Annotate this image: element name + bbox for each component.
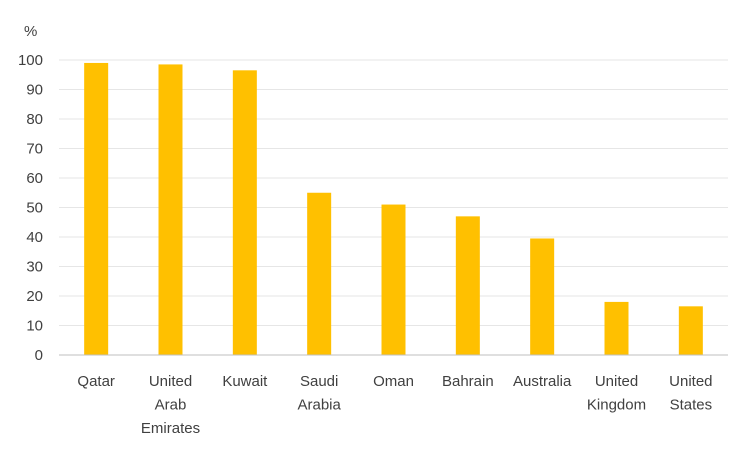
y-tick-label: 60: [26, 170, 43, 187]
bar-kuwait: [232, 70, 257, 355]
bar-saudi-arabia: [307, 192, 332, 355]
x-category-label: Qatar: [77, 373, 115, 390]
x-category-label-line: Saudi: [300, 373, 338, 390]
x-category-label-line: United: [149, 373, 192, 390]
x-category-label: Bahrain: [442, 373, 494, 390]
y-tick-label: 90: [26, 82, 43, 99]
y-tick-label: 100: [18, 52, 43, 69]
bar-australia: [530, 238, 555, 355]
y-tick-label: 30: [26, 259, 43, 276]
x-category-label: United Kingdom: [587, 373, 646, 414]
x-category-label-line: Australia: [513, 373, 572, 390]
y-tick-label: 20: [26, 288, 43, 305]
x-category-label: Kuwait: [222, 373, 268, 390]
y-tick-label: 0: [35, 347, 43, 364]
bar-oman: [381, 204, 406, 355]
x-category-label-line: States: [670, 397, 713, 414]
bars: [84, 62, 703, 356]
x-category-label-line: Oman: [373, 373, 414, 390]
x-category-label-line: Arabia: [297, 397, 341, 414]
bar-qatar: [84, 62, 109, 355]
x-category-label-line: United: [595, 373, 638, 390]
x-axis-labels: Qatar United Arab Emirates Kuwait Saudi Arabia…: [77, 373, 712, 437]
x-category-label: Saudi Arabia: [297, 373, 341, 414]
x-category-label-line: United: [669, 373, 712, 390]
bar-united-arab-emirates: [158, 64, 183, 356]
y-tick-label: 40: [26, 229, 43, 246]
y-axis-unit-label: %: [24, 23, 37, 40]
y-tick-label: 70: [26, 141, 43, 158]
y-axis-ticks: 0 10 20 30 40 50 60 70 80 90 100: [18, 52, 43, 364]
x-category-label: United States: [669, 373, 712, 414]
x-category-label-line: Emirates: [141, 420, 200, 437]
y-tick-label: 10: [26, 318, 43, 335]
y-tick-label: 50: [26, 200, 43, 217]
x-category-label-line: Qatar: [77, 373, 115, 390]
x-category-label: Oman: [373, 373, 414, 390]
y-tick-label: 80: [26, 111, 43, 128]
bar-bahrain: [455, 216, 480, 355]
bar-united-states: [678, 306, 703, 355]
x-category-label-line: Kuwait: [222, 373, 268, 390]
bar-united-kingdom: [604, 301, 629, 355]
x-category-label: Australia: [513, 373, 572, 390]
x-category-label-line: Bahrain: [442, 373, 494, 390]
x-category-label-line: Kingdom: [587, 397, 646, 414]
x-category-label: United Arab Emirates: [141, 373, 200, 437]
x-category-label-line: Arab: [155, 397, 187, 414]
